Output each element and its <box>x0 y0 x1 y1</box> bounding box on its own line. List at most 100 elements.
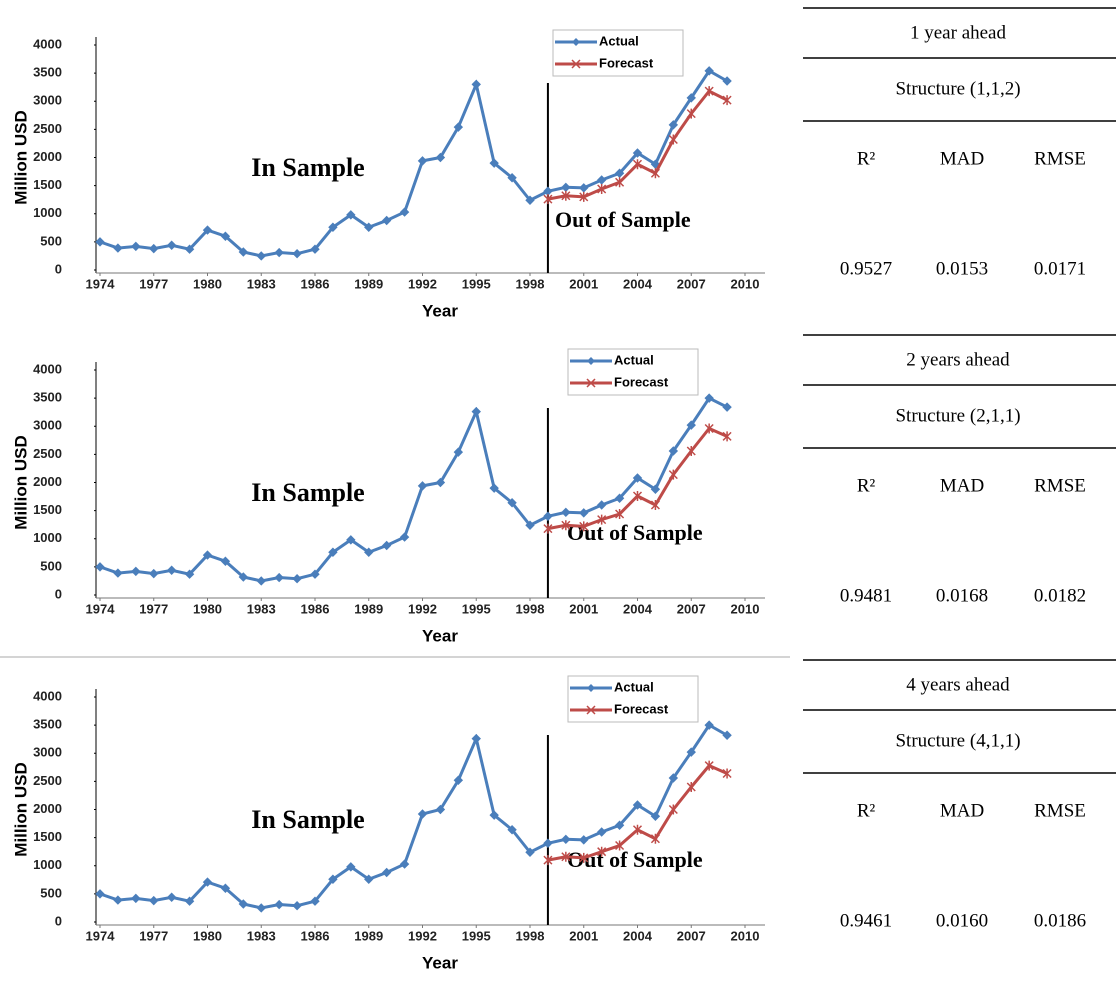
marker <box>543 838 553 848</box>
y-tick-label: 3500 <box>33 390 62 405</box>
marker <box>149 568 159 579</box>
cell-value: 0.0168 <box>936 585 988 606</box>
series-line <box>547 89 728 201</box>
x-tick-label: 1980 <box>193 276 222 291</box>
table-block: 2 years ahead Structure (2,1,1) R² MAD RMSE 0… <box>803 334 1116 606</box>
marker <box>561 182 571 193</box>
y-tick-label: 500 <box>40 558 62 573</box>
marker <box>95 237 105 247</box>
cell-value: 0.0186 <box>1034 910 1086 931</box>
marker <box>525 195 535 205</box>
y-tick-label: 1000 <box>33 857 62 872</box>
marker <box>328 547 338 557</box>
marker <box>561 520 571 531</box>
marker <box>292 900 302 911</box>
legend-marker <box>586 378 596 388</box>
marker <box>525 847 535 857</box>
marker <box>346 210 356 220</box>
marker <box>113 243 123 253</box>
x-tick-label: 2007 <box>677 276 706 291</box>
legend-marker <box>587 357 595 365</box>
annotation: In Sample <box>251 153 364 182</box>
legend-box <box>552 29 684 77</box>
x-tick-label: 1995 <box>462 601 491 616</box>
table-block: 4 years ahead Structure (4,1,1) R² MAD RMSE 0… <box>803 659 1116 931</box>
marker <box>596 500 607 510</box>
y-tick-label: 4000 <box>33 688 62 703</box>
marker <box>489 810 499 820</box>
chart: 0 500 1000 1500 2000 2500 3000 3500 4000 1974 1977… <box>11 348 765 645</box>
y-tick-label: 1000 <box>33 205 62 220</box>
x-tick-label: 2007 <box>677 928 706 943</box>
marker <box>310 896 320 906</box>
marker <box>184 896 195 906</box>
marker <box>166 892 177 902</box>
x-tick-label: 1989 <box>354 601 383 616</box>
marker <box>184 244 195 254</box>
marker <box>596 827 607 837</box>
marker <box>328 874 338 884</box>
x-tick-label: 1986 <box>301 601 330 616</box>
marker <box>346 535 356 545</box>
cell-value: 0.0153 <box>936 258 988 279</box>
y-tick-label: 2000 <box>33 149 62 164</box>
marker <box>704 66 714 76</box>
marker <box>471 79 481 90</box>
marker <box>489 158 499 168</box>
marker <box>704 720 714 730</box>
horizon: 4 years ahead <box>906 674 1010 695</box>
legend-box <box>567 348 699 396</box>
marker <box>328 222 338 232</box>
marker <box>615 177 625 188</box>
cell-value: 0.9481 <box>840 585 892 606</box>
series-line <box>99 68 728 258</box>
marker <box>113 568 123 578</box>
marker <box>95 562 105 572</box>
marker <box>632 159 643 170</box>
marker <box>614 493 625 503</box>
y-tick-label: 1500 <box>33 829 62 844</box>
annotation: Out of Sample <box>567 847 703 872</box>
marker <box>668 446 679 456</box>
cell-value: 0.9461 <box>840 910 892 931</box>
structure: Structure (1,1,2) <box>895 78 1020 99</box>
marker <box>274 899 284 910</box>
marker <box>220 556 231 566</box>
marker <box>686 446 696 456</box>
y-tick-label: 3500 <box>33 65 62 80</box>
marker <box>220 231 231 241</box>
marker <box>256 903 266 913</box>
marker <box>256 576 266 586</box>
y-tick-label: 2500 <box>33 773 62 788</box>
column-header: MAD <box>940 475 984 496</box>
marker <box>220 883 231 893</box>
column-header: RMSE <box>1034 475 1086 496</box>
y-axis-title: Million USD <box>11 762 30 856</box>
marker <box>381 867 392 878</box>
series-line <box>547 763 728 862</box>
x-tick-label: 1974 <box>86 276 116 291</box>
column-header: R² <box>857 800 876 821</box>
marker <box>543 523 553 534</box>
marker <box>471 733 481 744</box>
marker <box>507 173 517 183</box>
marker <box>364 222 374 232</box>
marker <box>561 851 571 862</box>
marker <box>453 447 464 457</box>
y-tick-label: 0 <box>55 586 62 601</box>
marker <box>543 855 553 866</box>
x-tick-label: 1989 <box>354 928 383 943</box>
marker <box>274 572 284 583</box>
marker <box>614 820 625 830</box>
cell-value: 0.9527 <box>840 258 892 279</box>
legend-label: Forecast <box>614 701 669 716</box>
marker <box>632 473 643 483</box>
marker <box>615 840 625 851</box>
legend-label: Forecast <box>599 55 654 70</box>
marker <box>579 521 589 532</box>
x-axis-title: Year <box>422 953 458 972</box>
marker <box>113 895 123 905</box>
horizon: 1 year ahead <box>910 22 1006 43</box>
marker <box>417 809 428 819</box>
